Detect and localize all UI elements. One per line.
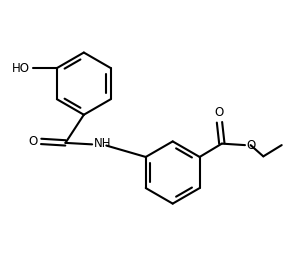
Text: NH: NH xyxy=(94,137,111,150)
Text: O: O xyxy=(246,139,256,152)
Text: O: O xyxy=(28,135,38,148)
Text: HO: HO xyxy=(12,62,30,75)
Text: O: O xyxy=(215,106,224,119)
